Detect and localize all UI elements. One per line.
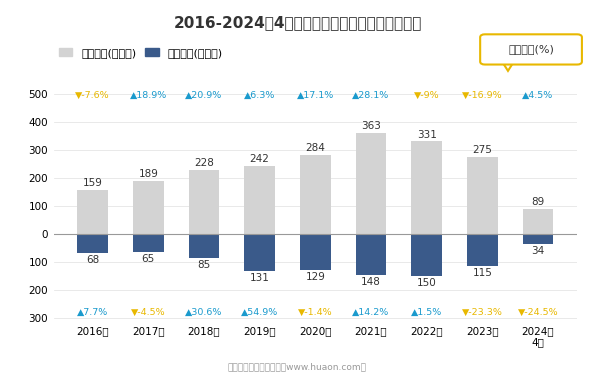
Text: ▲18.9%: ▲18.9% xyxy=(130,91,167,100)
Bar xyxy=(356,132,386,234)
Text: 242: 242 xyxy=(250,154,270,164)
Text: ▼-16.9%: ▼-16.9% xyxy=(462,91,503,100)
Bar xyxy=(467,234,497,266)
Text: ▼-7.6%: ▼-7.6% xyxy=(76,91,110,100)
Bar xyxy=(189,170,220,234)
Bar xyxy=(411,234,442,276)
Text: 89: 89 xyxy=(531,197,544,207)
Text: ▲17.1%: ▲17.1% xyxy=(297,91,334,100)
Text: 275: 275 xyxy=(472,145,492,155)
Bar xyxy=(133,181,164,234)
Text: 85: 85 xyxy=(198,260,211,270)
Bar xyxy=(300,234,331,270)
Text: 2016-2024年4月重庆西永综合保税区进、出口额: 2016-2024年4月重庆西永综合保税区进、出口额 xyxy=(173,15,422,30)
Bar xyxy=(300,154,331,234)
Bar xyxy=(133,234,164,252)
Text: ▲14.2%: ▲14.2% xyxy=(352,308,390,317)
Bar xyxy=(77,189,108,234)
Bar xyxy=(77,234,108,253)
Text: ▼-9%: ▼-9% xyxy=(414,91,440,100)
Bar xyxy=(245,234,275,271)
Text: ▲7.7%: ▲7.7% xyxy=(77,308,108,317)
Text: ▲20.9%: ▲20.9% xyxy=(186,91,223,100)
Text: 制图：华经产业研究院（www.huaon.com）: 制图：华经产业研究院（www.huaon.com） xyxy=(228,362,367,371)
Text: ▲54.9%: ▲54.9% xyxy=(241,308,278,317)
Text: ▲30.6%: ▲30.6% xyxy=(185,308,223,317)
Bar xyxy=(523,234,553,244)
Text: 同比增速(%): 同比增速(%) xyxy=(508,44,554,54)
Text: 115: 115 xyxy=(472,268,492,278)
Bar xyxy=(523,209,553,234)
Text: 331: 331 xyxy=(416,129,437,140)
Text: 34: 34 xyxy=(531,245,544,256)
Text: ▲6.3%: ▲6.3% xyxy=(244,91,275,100)
Text: 284: 284 xyxy=(305,142,325,153)
Text: 68: 68 xyxy=(86,255,99,265)
Text: ▼-24.5%: ▼-24.5% xyxy=(518,308,558,317)
Bar xyxy=(356,234,386,275)
Text: ▼-1.4%: ▼-1.4% xyxy=(298,308,333,317)
Legend: 出口总额(亿美元), 进口总额(亿美元): 出口总额(亿美元), 进口总额(亿美元) xyxy=(59,48,223,58)
Text: 131: 131 xyxy=(250,273,270,283)
Bar xyxy=(411,141,442,234)
Text: 129: 129 xyxy=(305,272,325,282)
Text: ▼-4.5%: ▼-4.5% xyxy=(131,308,165,317)
Text: 148: 148 xyxy=(361,278,381,288)
Text: 159: 159 xyxy=(83,178,102,188)
Text: ▲1.5%: ▲1.5% xyxy=(411,308,442,317)
Text: 363: 363 xyxy=(361,120,381,131)
Text: 228: 228 xyxy=(194,158,214,168)
Text: 150: 150 xyxy=(417,278,437,288)
Bar xyxy=(467,157,497,234)
Bar xyxy=(245,166,275,234)
Text: 189: 189 xyxy=(139,169,158,179)
Text: ▲4.5%: ▲4.5% xyxy=(522,91,554,100)
Text: ▼-23.3%: ▼-23.3% xyxy=(462,308,503,317)
Text: 65: 65 xyxy=(142,254,155,264)
Bar xyxy=(189,234,220,258)
Text: ▲28.1%: ▲28.1% xyxy=(352,91,390,100)
